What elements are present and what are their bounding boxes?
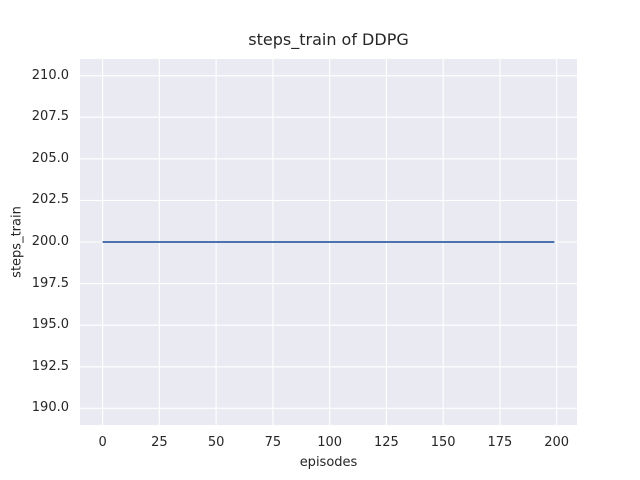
y-tick-label: 192.5 — [31, 358, 69, 374]
y-tick-label: 207.5 — [31, 109, 69, 125]
y-tick-label: 195.0 — [31, 317, 69, 333]
y-tick-label: 200.0 — [31, 234, 69, 249]
y-tick-label: 190.0 — [31, 400, 69, 416]
x-tick-label: 150 — [430, 435, 456, 450]
y-tick-label: 205.0 — [31, 150, 69, 166]
y-tick-label: 197.5 — [31, 275, 69, 291]
x-tick-label: 125 — [373, 435, 399, 450]
x-tick-label: 175 — [487, 435, 513, 450]
y-tick-label: 210.0 — [31, 67, 69, 83]
x-tick-label: 0 — [98, 435, 107, 450]
x-tick-label: 50 — [207, 435, 225, 450]
y-tick-label: 202.5 — [31, 192, 69, 208]
x-tick-label: 200 — [544, 435, 570, 450]
x-tick-label: 25 — [151, 435, 168, 450]
chart-title: steps_train of DDPG — [248, 30, 409, 49]
plot-area — [80, 59, 577, 425]
x-axis-label: episodes — [299, 455, 358, 470]
plot-canvas — [80, 59, 577, 425]
x-tick-label: 100 — [317, 435, 343, 450]
x-tick-label: 75 — [264, 435, 282, 450]
